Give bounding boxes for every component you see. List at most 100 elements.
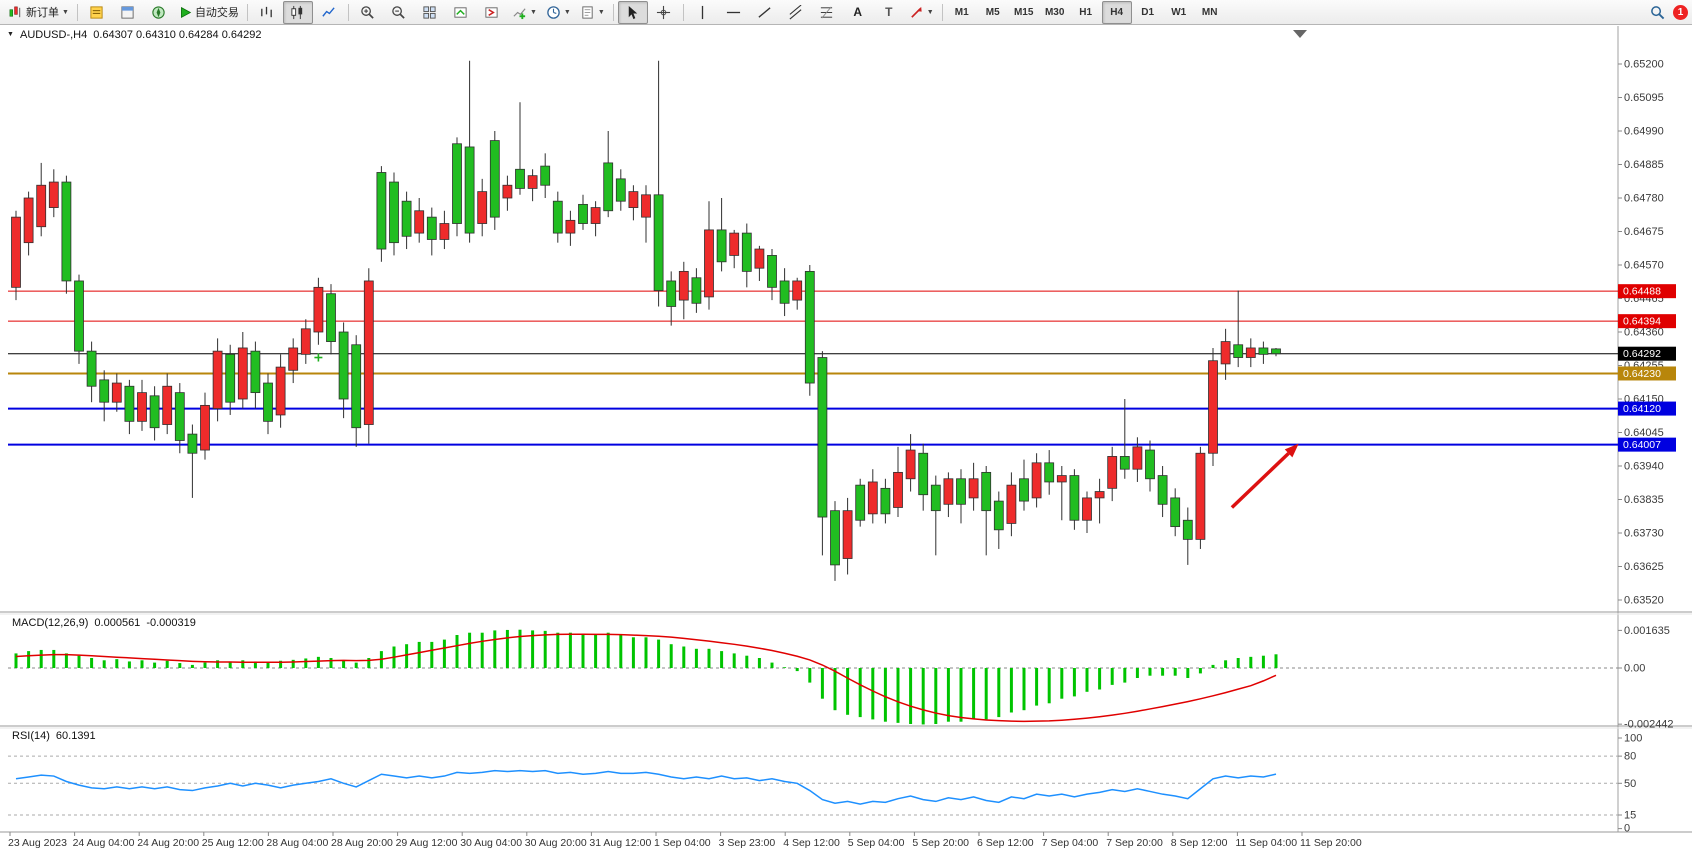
candle-body: [1107, 456, 1118, 489]
date-tick-label: 8 Sep 12:00: [1171, 837, 1228, 849]
notification-badge[interactable]: 1: [1673, 4, 1688, 20]
data-window-icon: [121, 5, 135, 19]
date-tick-label: 23 Aug 2023: [8, 837, 67, 849]
rsi-axis-label: 80: [1624, 751, 1636, 763]
chart-shift-marker-icon[interactable]: [1293, 30, 1307, 38]
time-axis[interactable]: 23 Aug 2023 24 Aug 04:00 24 Aug 20:00 25 Au…: [8, 832, 1362, 849]
timeframe-button-D1[interactable]: D1: [1141, 6, 1155, 18]
candle-body: [666, 280, 677, 307]
vertical-line-tool-button[interactable]: [688, 1, 718, 24]
date-tick-label: 24 Aug 04:00: [73, 837, 135, 849]
candle-body: [590, 207, 601, 224]
timeframe-button-M1[interactable]: M1: [954, 6, 969, 18]
candlestick-mode-button[interactable]: [282, 0, 313, 24]
search-button[interactable]: [1642, 1, 1672, 24]
new-order-button[interactable]: 新订单 ▼: [4, 1, 73, 24]
text-tool-icon: A: [853, 5, 863, 19]
candle-body: [741, 232, 752, 272]
candle-body: [1019, 478, 1029, 502]
candle-body: [1082, 497, 1092, 521]
price-tag-label: 0.64230: [1623, 368, 1661, 380]
candle-body: [376, 172, 387, 250]
candle-body: [842, 510, 853, 559]
price-tag-label: 0.64120: [1623, 403, 1661, 415]
candle-body: [200, 404, 210, 451]
zoom-in-icon: [361, 5, 375, 19]
arrow-annotation[interactable]: [1230, 443, 1299, 509]
add-indicator-button[interactable]: ▼: [508, 1, 541, 24]
macd-axis-label: 0.00: [1624, 663, 1645, 675]
price-tick-label: 0.65200: [1624, 59, 1664, 71]
macd-panel[interactable]: 0.001635 0.00 -0.002442: [8, 625, 1674, 731]
price-tag-label: 0.64488: [1623, 286, 1661, 298]
horizontal-line-tool-button[interactable]: [719, 1, 749, 24]
candle-body: [993, 500, 1004, 531]
rsi-name-text: RSI(14): [12, 730, 50, 742]
candle-body: [1195, 452, 1206, 540]
one-click-collapse-icon[interactable]: ▼: [7, 31, 14, 38]
crosshair-tool-button[interactable]: [649, 1, 679, 24]
trendline-tool-button[interactable]: [750, 1, 780, 24]
candle-body: [540, 165, 551, 186]
timeframe-button-M15[interactable]: M15: [1013, 6, 1034, 18]
price-tag-label: 0.64007: [1623, 439, 1661, 451]
cursor-icon: [629, 5, 638, 19]
toolbar-separator: [246, 3, 248, 21]
candle-body: [36, 184, 47, 228]
cursor-tool-button[interactable]: [617, 0, 648, 24]
candle-body: [363, 280, 374, 425]
candle-body: [237, 347, 248, 400]
rsi-indicator-label: RSI(14) 60.1391: [12, 730, 102, 742]
zoom-in-button[interactable]: [353, 1, 383, 24]
price-tag: [1618, 366, 1676, 381]
auto-trading-button[interactable]: 自动交易: [175, 1, 243, 24]
navigator-button[interactable]: [144, 1, 174, 24]
timeframe-button-MN[interactable]: MN: [1201, 6, 1218, 18]
timeframe-button-H1[interactable]: H1: [1079, 6, 1093, 18]
candle-body: [250, 350, 261, 394]
rsi-panel[interactable]: 100 80 50 150: [8, 733, 1642, 835]
chart-shift-button[interactable]: [477, 1, 507, 24]
timeframe-button-H4[interactable]: H4: [1101, 0, 1132, 24]
timeframe-button-M5[interactable]: M5: [985, 6, 1000, 18]
candle-body: [275, 366, 286, 416]
candle-body: [389, 181, 399, 244]
bar-chart-mode-button[interactable]: [252, 1, 282, 24]
date-tick-label: 3 Sep 23:00: [719, 837, 776, 849]
fibonacci-tool-button[interactable]: [812, 1, 842, 24]
line-chart-mode-button[interactable]: [314, 1, 344, 24]
candle-body: [1220, 341, 1231, 365]
candle-body: [956, 478, 966, 505]
macd-indicator-label: MACD(12,26,9) 0.000561 -0.000319: [12, 617, 202, 629]
price-tick-label: 0.64675: [1624, 226, 1664, 238]
channel-tool-button[interactable]: [781, 1, 811, 24]
timeframe-button-W1[interactable]: W1: [1171, 6, 1187, 18]
tile-windows-button[interactable]: [415, 1, 445, 24]
candle-body: [527, 175, 538, 189]
price-tag: [1618, 284, 1676, 299]
timeframe-button-M30[interactable]: M30: [1044, 6, 1065, 18]
text-label-tool-button[interactable]: T: [874, 1, 904, 24]
arrows-tool-button[interactable]: ▼: [905, 1, 938, 24]
candlestick-icon: [291, 5, 303, 19]
period-button[interactable]: ▼: [542, 1, 575, 24]
data-window-button[interactable]: [113, 1, 143, 24]
candle-body: [641, 194, 651, 218]
date-tick-label: 6 Sep 12:00: [977, 837, 1034, 849]
horizontal-line-icon: [727, 11, 741, 13]
zoom-out-button[interactable]: [384, 1, 414, 24]
candle-body: [1094, 491, 1105, 499]
candle-body: [326, 293, 336, 342]
date-tick-label: 30 Aug 20:00: [525, 837, 587, 849]
date-tick-label: 24 Aug 20:00: [137, 837, 199, 849]
price-tag-label: 0.64292: [1623, 348, 1661, 360]
period-caret-icon: ▼: [563, 8, 571, 16]
text-tool-button[interactable]: A: [843, 1, 873, 24]
auto-scroll-button[interactable]: [446, 1, 476, 24]
market-watch-button[interactable]: [82, 1, 112, 24]
candle-body: [565, 219, 576, 234]
templates-button[interactable]: ▼: [576, 1, 609, 24]
candle-body: [288, 347, 299, 371]
